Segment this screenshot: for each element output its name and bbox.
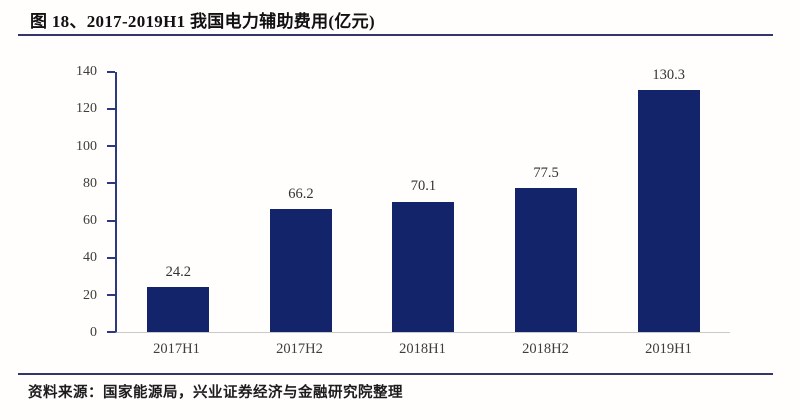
y-tick-label: 60 xyxy=(83,213,97,229)
y-tick-label: 0 xyxy=(90,325,97,340)
bar-2018H1 xyxy=(392,201,455,332)
bar-2017H1 xyxy=(147,287,210,332)
x-tick-label: 2018H1 xyxy=(399,341,446,357)
y-tick-label: 120 xyxy=(76,101,97,117)
footer-rule xyxy=(18,373,773,375)
x-axis-labels: 2017H1 2017H2 2018H1 2018H2 2019H1 xyxy=(115,341,730,358)
y-tick-mark xyxy=(107,219,115,222)
source-note: 资料来源：国家能源局，兴业证券经济与金融研究院整理 xyxy=(28,385,403,401)
bar-slot: 70.1 xyxy=(362,72,485,332)
bar-value-label: 66.2 xyxy=(288,185,314,202)
plot-area: 24.2 66.2 70.1 77.5 130.3 xyxy=(107,68,730,333)
bars: 24.2 66.2 70.1 77.5 130.3 xyxy=(117,68,730,332)
bar-slot: 130.3 xyxy=(607,68,730,332)
y-tick-mark xyxy=(107,256,115,259)
bar-value-label: 77.5 xyxy=(533,164,559,181)
y-tick-label: 140 xyxy=(76,64,97,79)
x-tick-label: 2018H2 xyxy=(522,341,569,357)
y-tick-mark xyxy=(107,331,115,333)
figure-title: 图 18、2017-2019H1 我国电力辅助费用(亿元) xyxy=(30,12,375,31)
bar-2017H2 xyxy=(269,209,332,332)
y-tick-mark xyxy=(107,71,115,73)
y-tick-label: 100 xyxy=(76,138,97,154)
bar-value-label: 70.1 xyxy=(410,178,437,195)
bar-value-label: 24.2 xyxy=(165,263,191,280)
y-tick-mark xyxy=(107,293,115,296)
x-tick-label: 2017H2 xyxy=(276,341,323,357)
x-tick-label: 2019H1 xyxy=(645,341,692,357)
title-rule xyxy=(18,34,773,36)
y-tick-label: 40 xyxy=(83,250,97,266)
y-axis-labels: 0 20 40 60 80 100 120 140 xyxy=(0,65,115,340)
y-tick-mark xyxy=(107,108,115,111)
y-tick-label: 20 xyxy=(83,287,97,303)
bar-slot: 77.5 xyxy=(485,72,608,332)
y-tick-mark xyxy=(107,182,115,185)
bar-2018H2 xyxy=(515,188,578,332)
y-tick-mark xyxy=(107,145,115,148)
bar-2019H1 xyxy=(637,90,700,332)
y-tick-label: 80 xyxy=(83,175,97,191)
bar-slot: 24.2 xyxy=(117,72,240,332)
x-tick-label: 2017H1 xyxy=(153,341,200,357)
bar-slot: 66.2 xyxy=(240,72,363,332)
bar-value-label: 130.3 xyxy=(652,66,685,83)
